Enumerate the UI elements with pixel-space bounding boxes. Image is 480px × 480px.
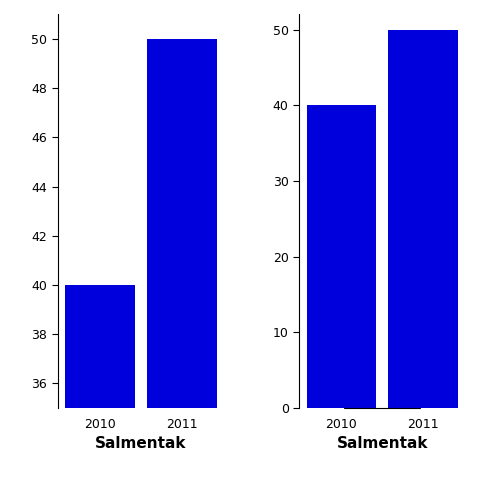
- X-axis label: Salmentak: Salmentak: [336, 436, 428, 451]
- Bar: [388, 30, 458, 408]
- X-axis label: Salmentak: Salmentak: [95, 436, 187, 451]
- Bar: [307, 105, 376, 408]
- Bar: [65, 285, 135, 480]
- Bar: [147, 39, 216, 480]
